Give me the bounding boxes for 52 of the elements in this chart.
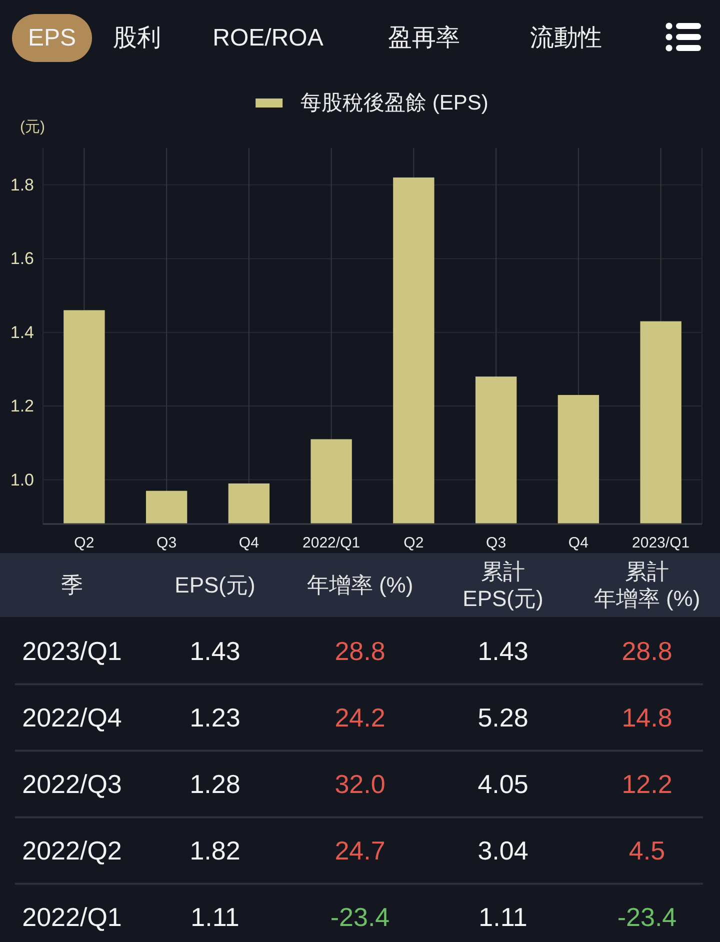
x-tick-label: 2022/Q1	[302, 534, 360, 552]
text: 1.43	[190, 636, 240, 666]
text: 28.8	[334, 636, 386, 666]
text: 1.23	[190, 702, 240, 732]
text: 2022/Q4	[22, 702, 122, 732]
y-tick-label: 1.6	[10, 249, 34, 268]
text: 24.7	[334, 836, 386, 866]
x-tick-label: 2023/Q1	[632, 534, 690, 552]
text: 3.04	[478, 836, 528, 866]
x-tick-label: Q3	[486, 534, 506, 552]
text: 1.28	[190, 769, 240, 799]
text: 24.2	[334, 702, 386, 732]
text: 1.11	[478, 902, 528, 932]
text: 1.82	[190, 836, 240, 866]
text: 2022/Q2	[22, 836, 122, 866]
text: 2022/Q3	[22, 769, 122, 799]
text: -23.4	[330, 902, 390, 932]
text: 12.2	[622, 769, 672, 799]
text: 5.28	[478, 702, 528, 732]
text: EPS(元)	[462, 586, 544, 611]
y-tick-label: 1.0	[10, 470, 34, 490]
text: 盈再率	[388, 24, 460, 52]
text: 季	[61, 572, 83, 598]
text: 股利	[113, 24, 161, 52]
y-tick-label: 1.8	[10, 175, 34, 194]
text: 4.05	[478, 769, 528, 799]
text: 年增率 (%)	[306, 572, 414, 598]
y-tick-label: 1.2	[10, 396, 34, 416]
text: 32.0	[334, 769, 386, 799]
text: 1.11	[190, 902, 240, 932]
x-tick-label: Q4	[568, 534, 588, 552]
text: 28.8	[622, 636, 672, 666]
x-tick-label: Q4	[238, 534, 259, 552]
text: EPS	[28, 24, 76, 52]
x-tick-label: Q2	[74, 534, 94, 552]
legend-label: 每股稅後盈餘 (EPS)	[300, 92, 488, 114]
text: -23.4	[617, 902, 677, 932]
text: 2022/Q1	[22, 902, 122, 932]
text: ROE/ROA	[212, 24, 324, 52]
text: 1.43	[478, 636, 528, 666]
y-tick-label: 1.4	[10, 322, 34, 342]
text: 累計	[625, 559, 669, 584]
text: 年增率 (%)	[594, 586, 700, 611]
text: 流動性	[530, 24, 602, 52]
x-tick-label: Q2	[404, 534, 424, 552]
text: EPS(元)	[174, 572, 256, 598]
x-tick-label: Q3	[156, 534, 177, 552]
text: 4.5	[628, 836, 666, 866]
text: 2023/Q1	[22, 636, 122, 666]
text: 累計	[481, 559, 525, 584]
text: 14.8	[622, 702, 672, 732]
y-axis-title: (元)	[20, 118, 45, 136]
